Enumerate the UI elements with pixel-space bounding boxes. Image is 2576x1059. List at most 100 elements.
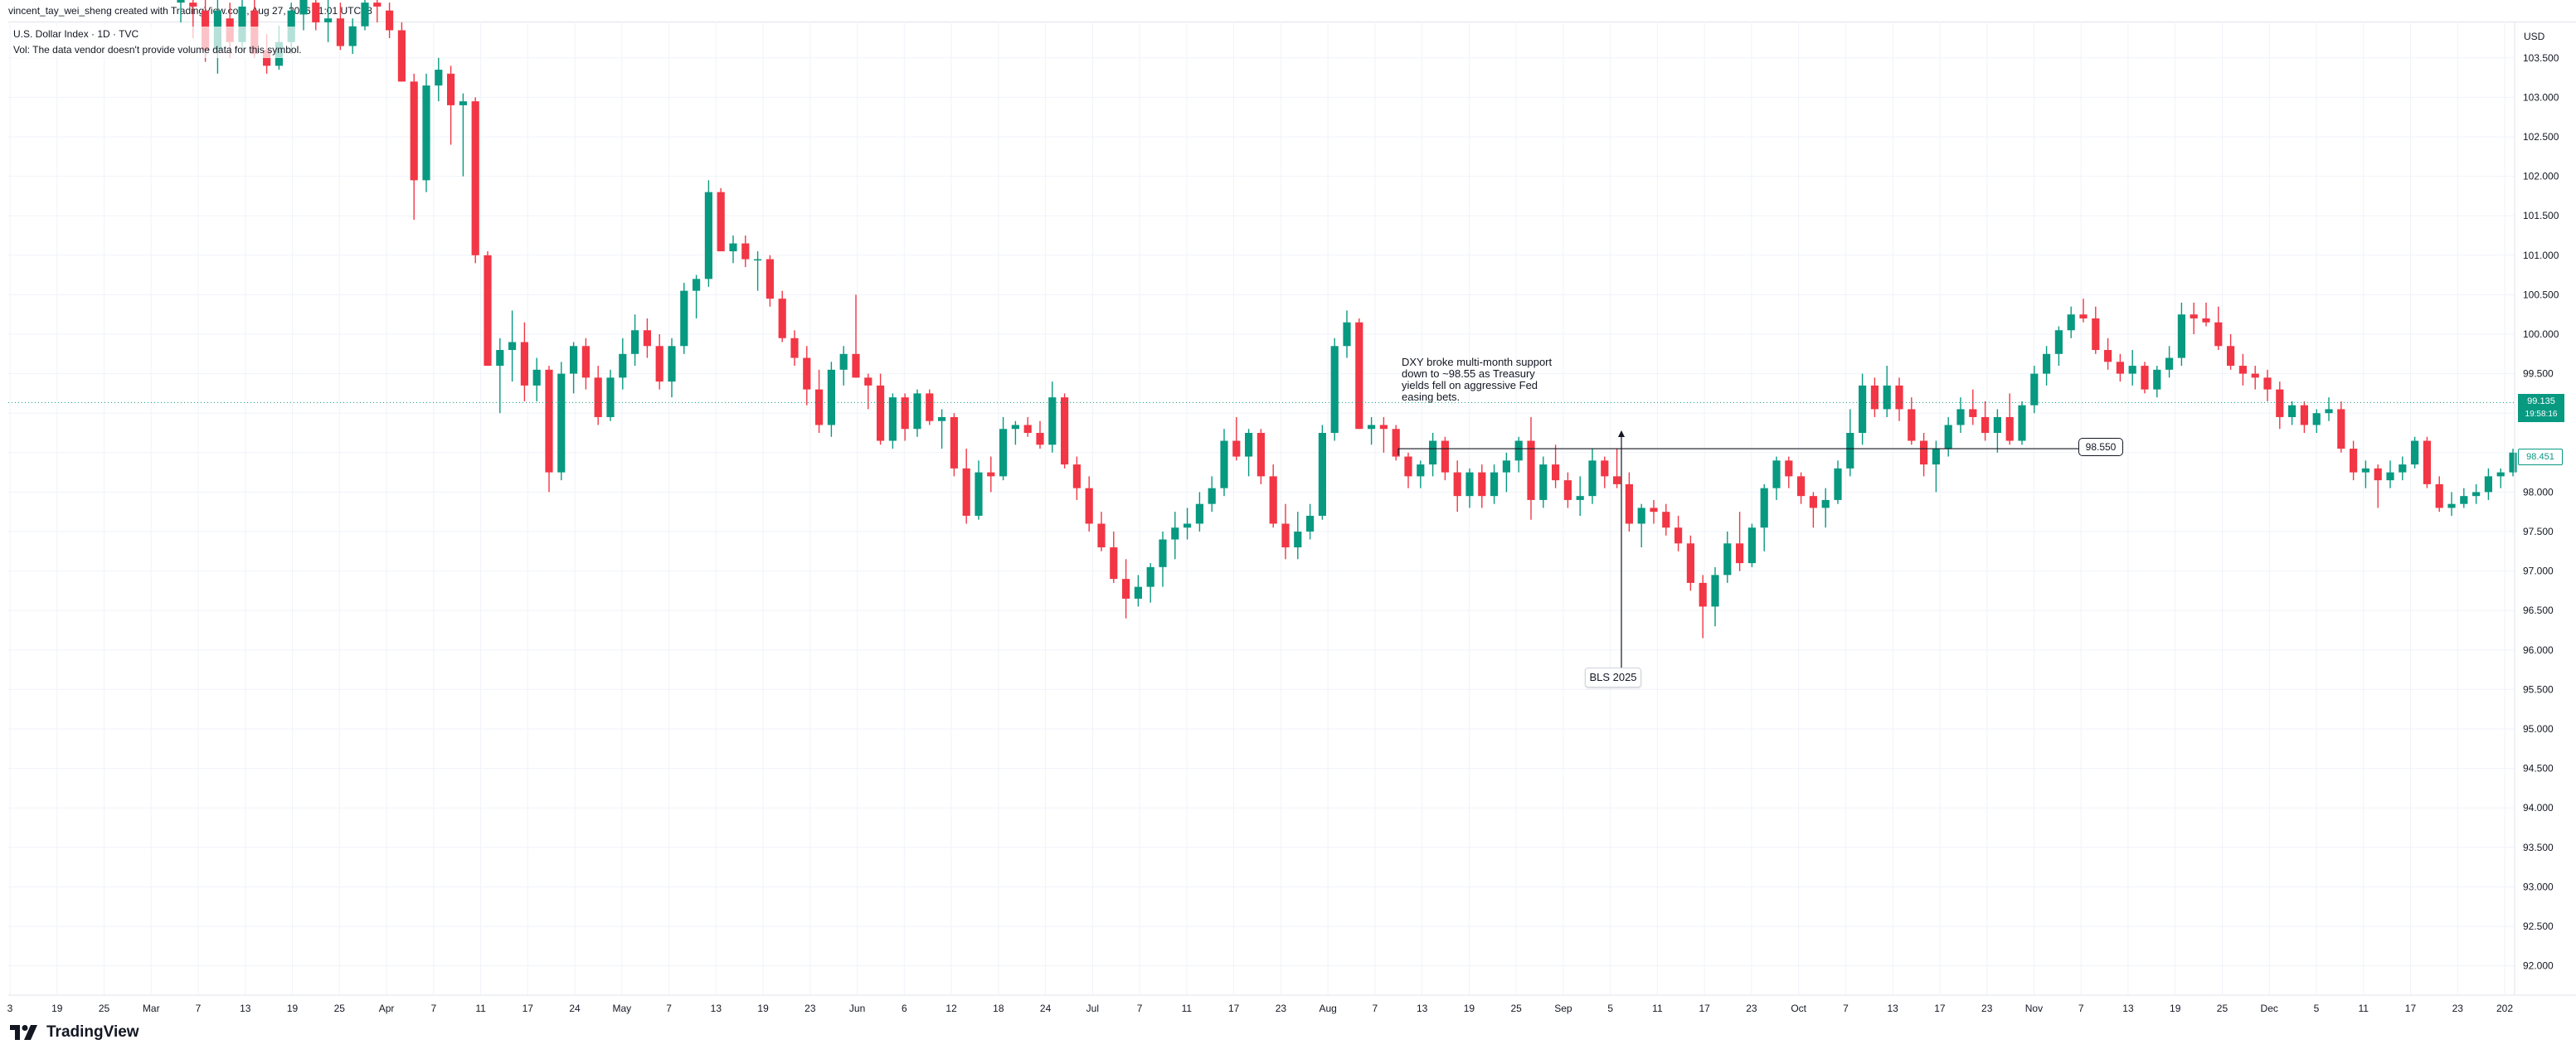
- y-tick-label: 101.000: [2523, 250, 2559, 261]
- candle: [1441, 436, 1449, 481]
- candle: [1859, 373, 1867, 445]
- candle: [2472, 483, 2481, 504]
- candle-body: [704, 192, 712, 279]
- x-tick-label: 23: [1981, 1003, 1993, 1014]
- x-tick-label: 17: [1934, 1003, 1946, 1014]
- candle: [1453, 460, 1461, 512]
- candle: [570, 342, 578, 394]
- candle-body: [2509, 452, 2517, 473]
- x-tick-label: 13: [2122, 1003, 2134, 1014]
- candle: [2509, 449, 2517, 477]
- candle: [2423, 436, 2431, 488]
- candle-body: [950, 416, 958, 469]
- x-tick-label: 13: [711, 1003, 722, 1014]
- candle-body: [1110, 547, 1118, 580]
- candle-body: [901, 397, 909, 430]
- x-tick-label: 13: [1888, 1003, 1899, 1014]
- candle: [1785, 456, 1793, 488]
- tradingview-logo-icon: [10, 1025, 37, 1040]
- x-tick-label: 7: [666, 1003, 672, 1014]
- candle-body: [2177, 314, 2185, 358]
- candle: [643, 318, 651, 358]
- candle-body: [1625, 483, 1633, 524]
- axes: 103.500 103.000 102.500 102.000 101.500 101.0…: [7, 22, 2576, 1014]
- candle-body: [999, 429, 1008, 477]
- candle: [557, 362, 566, 481]
- candle: [2214, 306, 2223, 351]
- candle: [1134, 575, 1142, 607]
- candle: [1809, 492, 1817, 528]
- candle-body: [2202, 318, 2210, 323]
- candle: [2005, 393, 2014, 445]
- candle-body: [1011, 425, 1019, 430]
- x-tick-label: 19: [2170, 1003, 2181, 1014]
- symbol-line[interactable]: U.S. Dollar Index · 1D · TVC: [13, 28, 139, 40]
- candle: [2104, 338, 2112, 370]
- candle: [2460, 488, 2468, 508]
- x-tick-label: 19: [757, 1003, 769, 1014]
- candle: [1993, 409, 2001, 453]
- candle-body: [1699, 582, 1707, 607]
- x-tick-label: 202: [2496, 1003, 2513, 1014]
- candle-body: [741, 243, 750, 260]
- candle-body: [2043, 353, 2051, 374]
- x-tick-label: 23: [804, 1003, 816, 1014]
- candle-body: [1883, 385, 1891, 410]
- candle: [1563, 472, 1572, 508]
- candle: [864, 373, 872, 410]
- x-tick-label: 25: [99, 1003, 110, 1014]
- candle-body: [386, 10, 394, 31]
- candle-body: [827, 369, 835, 425]
- x-tick-label: 23: [2452, 1003, 2464, 1014]
- candle-body: [1662, 512, 1670, 528]
- candle: [1355, 318, 1363, 430]
- candle-body: [2128, 366, 2136, 374]
- support-level-label[interactable]: 98.550: [2078, 438, 2123, 456]
- candle-body: [877, 385, 885, 441]
- candle-body: [324, 18, 333, 22]
- y-tick-label: 102.000: [2523, 171, 2559, 182]
- candle-body: [1711, 575, 1719, 607]
- chart-caption: vincent_tay_wei_sheng created with Tradi…: [8, 5, 372, 17]
- candle-body: [238, 6, 246, 42]
- candle: [312, 0, 320, 31]
- candle-body: [1061, 397, 1069, 465]
- candle: [1969, 389, 1977, 425]
- candle-body: [1208, 488, 1216, 504]
- candle: [1379, 416, 1388, 453]
- currency-label[interactable]: USD: [2524, 31, 2545, 42]
- candle-body: [1809, 496, 1817, 508]
- candle: [950, 413, 958, 477]
- candle: [619, 338, 627, 390]
- annotation-note[interactable]: DXY broke multi-month support down to ~9…: [1402, 356, 1553, 403]
- candle-body: [1184, 523, 1192, 528]
- candle-body: [1097, 523, 1106, 548]
- candle: [1490, 464, 1499, 504]
- candle: [1821, 488, 1830, 528]
- candle-body: [1368, 425, 1376, 430]
- candle: [1932, 440, 1940, 493]
- y-tick-label: 103.000: [2523, 91, 2559, 103]
- candle-body: [1956, 409, 1965, 425]
- candle: [1011, 420, 1019, 445]
- candle-body: [557, 373, 566, 473]
- candle-body: [1048, 397, 1057, 445]
- candle-body: [2092, 318, 2100, 351]
- candle: [1981, 401, 1990, 441]
- candle-body: [2141, 366, 2149, 390]
- candle: [459, 93, 467, 177]
- candle-body: [2300, 405, 2308, 425]
- event-marker-label[interactable]: BLS 2025: [1585, 668, 1641, 687]
- tradingview-logo[interactable]: TradingView: [10, 1023, 139, 1042]
- candle: [1895, 377, 1903, 421]
- candle-body: [532, 369, 541, 386]
- candle: [177, 0, 185, 22]
- y-tick-label: 98.000: [2523, 486, 2554, 498]
- x-tick-label: 11: [1182, 1003, 1193, 1014]
- y-tick-label: 92.500: [2523, 921, 2554, 932]
- candle: [1343, 310, 1351, 358]
- candle: [926, 389, 934, 425]
- y-tick-label: 94.000: [2523, 802, 2554, 814]
- candle: [1625, 472, 1633, 532]
